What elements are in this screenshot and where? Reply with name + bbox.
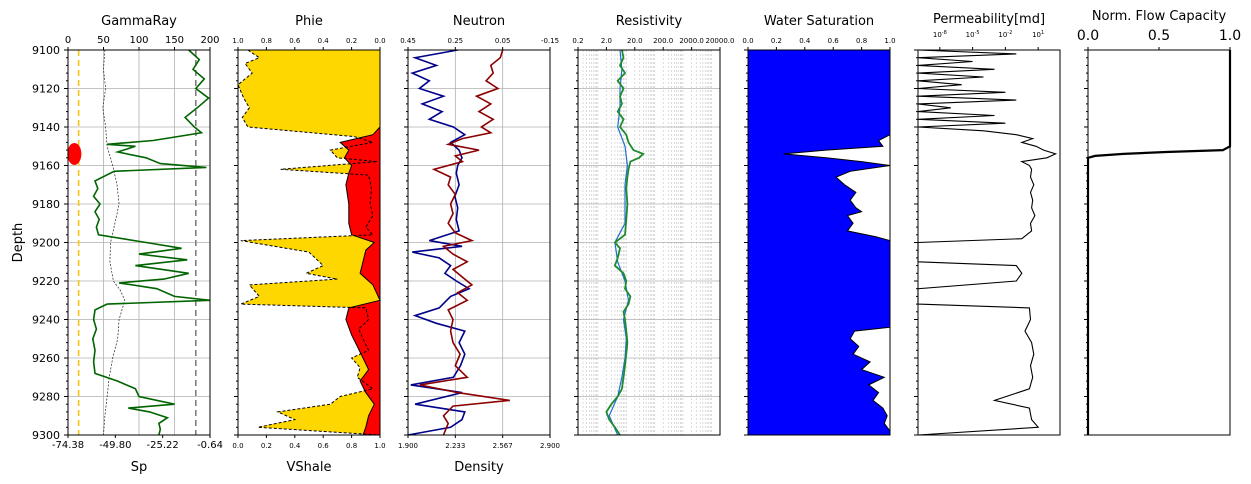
bottom-tick-label-0: -25.22 [147, 440, 179, 451]
phie-curve [237, 49, 381, 436]
flow-capacity-curve [1086, 50, 1232, 435]
bottom-tick-label-1: 1.0 [374, 442, 385, 450]
bottom-tick-label-1: 0.4 [289, 442, 301, 450]
bottom-tick-label-1: 0.2 [261, 442, 272, 450]
depth-tick-label: 9100 [32, 44, 60, 57]
bottom-tick-label-1: 0.6 [318, 442, 330, 450]
top-tick-label-5: 10-5 [966, 30, 980, 39]
track-title-gamma: GammaRay [101, 14, 177, 29]
top-tick-label-5: 10-2 [998, 30, 1012, 39]
bottom-tick-label-0: -49.80 [99, 440, 131, 451]
depth-tick-label: 9240 [32, 314, 60, 327]
track-title-water-saturation: Water Saturation [764, 14, 874, 29]
bottom-tick-label-2: 1.900 [398, 442, 418, 450]
depth-tick-label: 9160 [32, 160, 60, 173]
gamma-ray-curve [91, 49, 211, 436]
depth-tick-label: 9260 [32, 352, 60, 365]
top-tick-label-1: 0.0 [374, 37, 385, 45]
top-tick-label-1: 0.2 [346, 37, 357, 45]
top-tick-label-3: 20.0 [627, 37, 643, 45]
track-title-resistivity: Resistivity [616, 14, 683, 29]
track-title-phie: Phie [295, 14, 323, 29]
depth-tick-label: 9200 [32, 237, 60, 250]
density-curve [407, 49, 471, 436]
water-saturation-curve [783, 50, 891, 435]
top-tick-exponent-5: -5 [975, 30, 980, 36]
top-tick-label-1: 0.6 [289, 37, 301, 45]
track-title-flow-capacity: Norm. Flow Capacity [1092, 9, 1227, 24]
sp-curve [102, 49, 126, 436]
bottom-tick-label-0: -74.38 [52, 440, 84, 451]
top-tick-label-4: 0.4 [799, 37, 811, 45]
bottom-axis-label-vshale: VShale [287, 460, 332, 475]
top-tick-exponent-5: -2 [1007, 30, 1012, 36]
depth-axis-label: Depth [11, 223, 26, 263]
depth-tick-label: 9180 [32, 198, 60, 211]
depth-tick-label: 9220 [32, 275, 60, 288]
top-tick-label-2: 0.05 [495, 37, 511, 45]
top-tick-label-0: 50 [97, 35, 110, 46]
bottom-tick-label-1: 0.8 [346, 442, 357, 450]
vshale-curve [339, 50, 381, 436]
gamma-marker-0 [67, 142, 82, 165]
bottom-tick-label-0: -0.64 [197, 440, 223, 451]
neutron-curve [419, 49, 510, 436]
top-tick-label-2: 0.25 [448, 37, 464, 45]
top-tick-label-6: 0.0 [1077, 28, 1099, 44]
top-tick-label-0: 100 [129, 35, 148, 46]
top-tick-exponent-5: -8 [942, 30, 947, 36]
top-tick-label-1: 0.4 [318, 37, 330, 45]
bottom-axis-label-density: Density [454, 460, 504, 475]
top-tick-label-6: 0.5 [1148, 28, 1170, 44]
bottom-tick-label-2: 2.567 [493, 442, 513, 450]
top-tick-label-6: 1.0 [1219, 28, 1241, 44]
top-tick-label-3: 200.0 [653, 37, 673, 45]
bottom-tick-label-2: 2.900 [540, 442, 560, 450]
water-saturation-fill [748, 50, 890, 435]
top-tick-label-4: 0.2 [771, 37, 782, 45]
depth-tick-label: 9300 [32, 429, 60, 442]
top-tick-label-4: 0.6 [828, 37, 840, 45]
top-tick-label-4: 0.0 [742, 37, 753, 45]
top-tick-label-3: 2.0 [601, 37, 612, 45]
top-tick-label-0: 150 [165, 35, 184, 46]
top-tick-label-1: 1.0 [232, 37, 243, 45]
track-frame-5 [917, 49, 1061, 436]
top-tick-label-0: 0 [65, 35, 71, 46]
top-tick-label-2: -0.15 [541, 37, 559, 45]
top-tick-label-3: 2000.0 [679, 37, 704, 45]
top-tick-label-4: 1.0 [884, 37, 895, 45]
bottom-tick-label-1: 0.0 [232, 442, 243, 450]
top-tick-label-1: 0.8 [261, 37, 272, 45]
track-title-permeability: Permeability[md] [933, 12, 1045, 27]
top-tick-exponent-5: 1 [1041, 30, 1044, 36]
bottom-tick-label-2: 2.233 [445, 442, 465, 450]
bottom-axis-label-gamma: Sp [131, 460, 148, 475]
top-tick-label-5: 10-8 [933, 30, 947, 39]
phie-fill [238, 50, 380, 435]
top-tick-label-0: 200 [200, 35, 219, 46]
deep-resistivity-curve [605, 49, 645, 436]
depth-tick-label: 9120 [32, 83, 60, 96]
depth-tick-label: 9140 [32, 121, 60, 134]
permeability-curve [917, 49, 1058, 436]
top-tick-label-3: 20000.0 [706, 37, 735, 45]
depth-tick-label: 9280 [32, 391, 60, 404]
top-tick-label-5: 101 [1032, 30, 1044, 39]
track-title-neutron: Neutron [453, 14, 505, 29]
top-tick-label-3: 0.2 [572, 37, 583, 45]
top-tick-label-2: 0.45 [400, 37, 416, 45]
top-tick-label-4: 0.8 [856, 37, 867, 45]
track-frame-6 [1087, 49, 1231, 436]
